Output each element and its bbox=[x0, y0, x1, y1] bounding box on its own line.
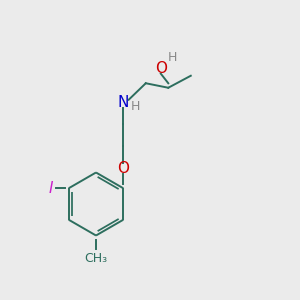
Text: H: H bbox=[168, 51, 178, 64]
Text: I: I bbox=[49, 181, 53, 196]
Text: O: O bbox=[155, 61, 167, 76]
Text: CH₃: CH₃ bbox=[84, 251, 108, 265]
Text: O: O bbox=[117, 161, 129, 176]
Text: H: H bbox=[131, 100, 141, 113]
Text: N: N bbox=[118, 95, 129, 110]
